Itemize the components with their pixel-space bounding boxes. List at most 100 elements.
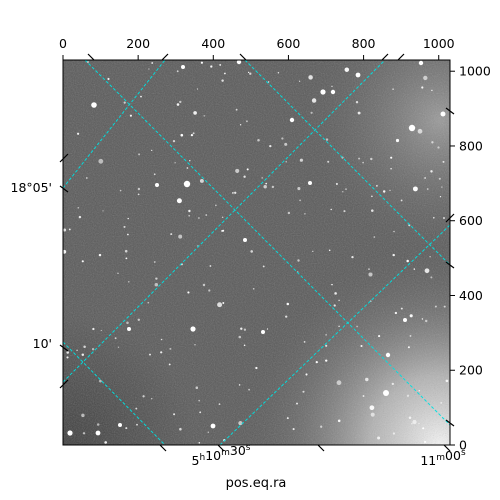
star [286,302,290,306]
star [239,124,242,126]
svg-text:5h10m30s: 5h10m30s [192,443,251,468]
star [325,359,328,362]
star [66,356,69,359]
star [393,230,395,233]
star [215,204,217,207]
star [198,399,201,402]
star [292,428,295,431]
star [409,314,413,318]
star [342,190,344,193]
star [304,213,306,215]
star [442,160,445,163]
star [266,328,269,330]
star [243,175,246,178]
star [358,157,361,160]
star [297,259,300,262]
star [150,397,153,400]
bright-star [210,423,216,429]
bright-star [418,60,424,66]
bright-star [91,102,97,108]
top-tick-label: 600 [277,36,301,51]
star [440,402,442,404]
bright-star [261,330,265,334]
star [400,199,403,202]
star [424,268,430,274]
star [219,63,222,66]
star [255,366,258,370]
star [148,68,150,70]
star [199,178,204,183]
world-tick-mark [445,419,455,427]
star [154,282,159,287]
world-tick-mark [397,53,405,61]
star [247,71,250,74]
star [83,345,86,348]
star [331,283,333,286]
star [338,299,340,302]
star [265,182,268,185]
star [263,184,267,189]
star [377,436,381,440]
star [325,334,327,336]
star [68,228,71,231]
bright-star [67,430,73,436]
star [418,422,420,425]
bright-star [183,180,191,188]
star [169,347,172,350]
star [382,190,386,193]
star [218,403,221,405]
star [187,291,190,294]
star [137,193,140,196]
star [412,186,418,192]
star [277,72,280,74]
star [334,292,337,295]
star [327,160,330,163]
star [102,210,104,212]
world-tick-mark [59,344,69,352]
star [172,139,176,143]
grid-line [244,60,450,266]
star [331,85,333,88]
world-tick-mark [317,444,325,452]
star [443,217,445,219]
star [257,138,260,142]
grid-line [63,60,386,383]
grid-line [219,224,450,445]
world-tick-mark [239,53,247,61]
grid-line [84,60,450,426]
star [360,344,363,348]
world-tick-mark [159,444,167,452]
world-tick-mark [59,185,69,193]
star [357,111,361,115]
dec-tick-label-2: 10' [33,336,52,351]
star [392,88,394,90]
star [76,132,80,135]
star [286,417,289,420]
star [371,209,374,212]
star [127,233,129,236]
star [344,67,350,72]
bright-star [308,181,312,185]
star [114,337,117,340]
star [243,344,246,347]
star [119,189,122,192]
star [392,432,396,435]
star [194,344,196,346]
star [432,216,435,219]
svg-text:11m00s: 11m00s [420,448,466,468]
star [406,394,410,397]
star [126,321,129,325]
star [240,327,243,330]
world-tick-mark [445,107,455,115]
star [136,423,138,426]
star [395,138,400,143]
bright-star [440,111,446,117]
star [303,341,306,343]
star [343,210,346,213]
star [238,384,241,386]
star [423,440,427,444]
star [238,421,243,426]
star [85,177,88,179]
star [325,344,328,347]
top-pixel-axis: 0 200 400 600 800 1000 [59,36,455,60]
